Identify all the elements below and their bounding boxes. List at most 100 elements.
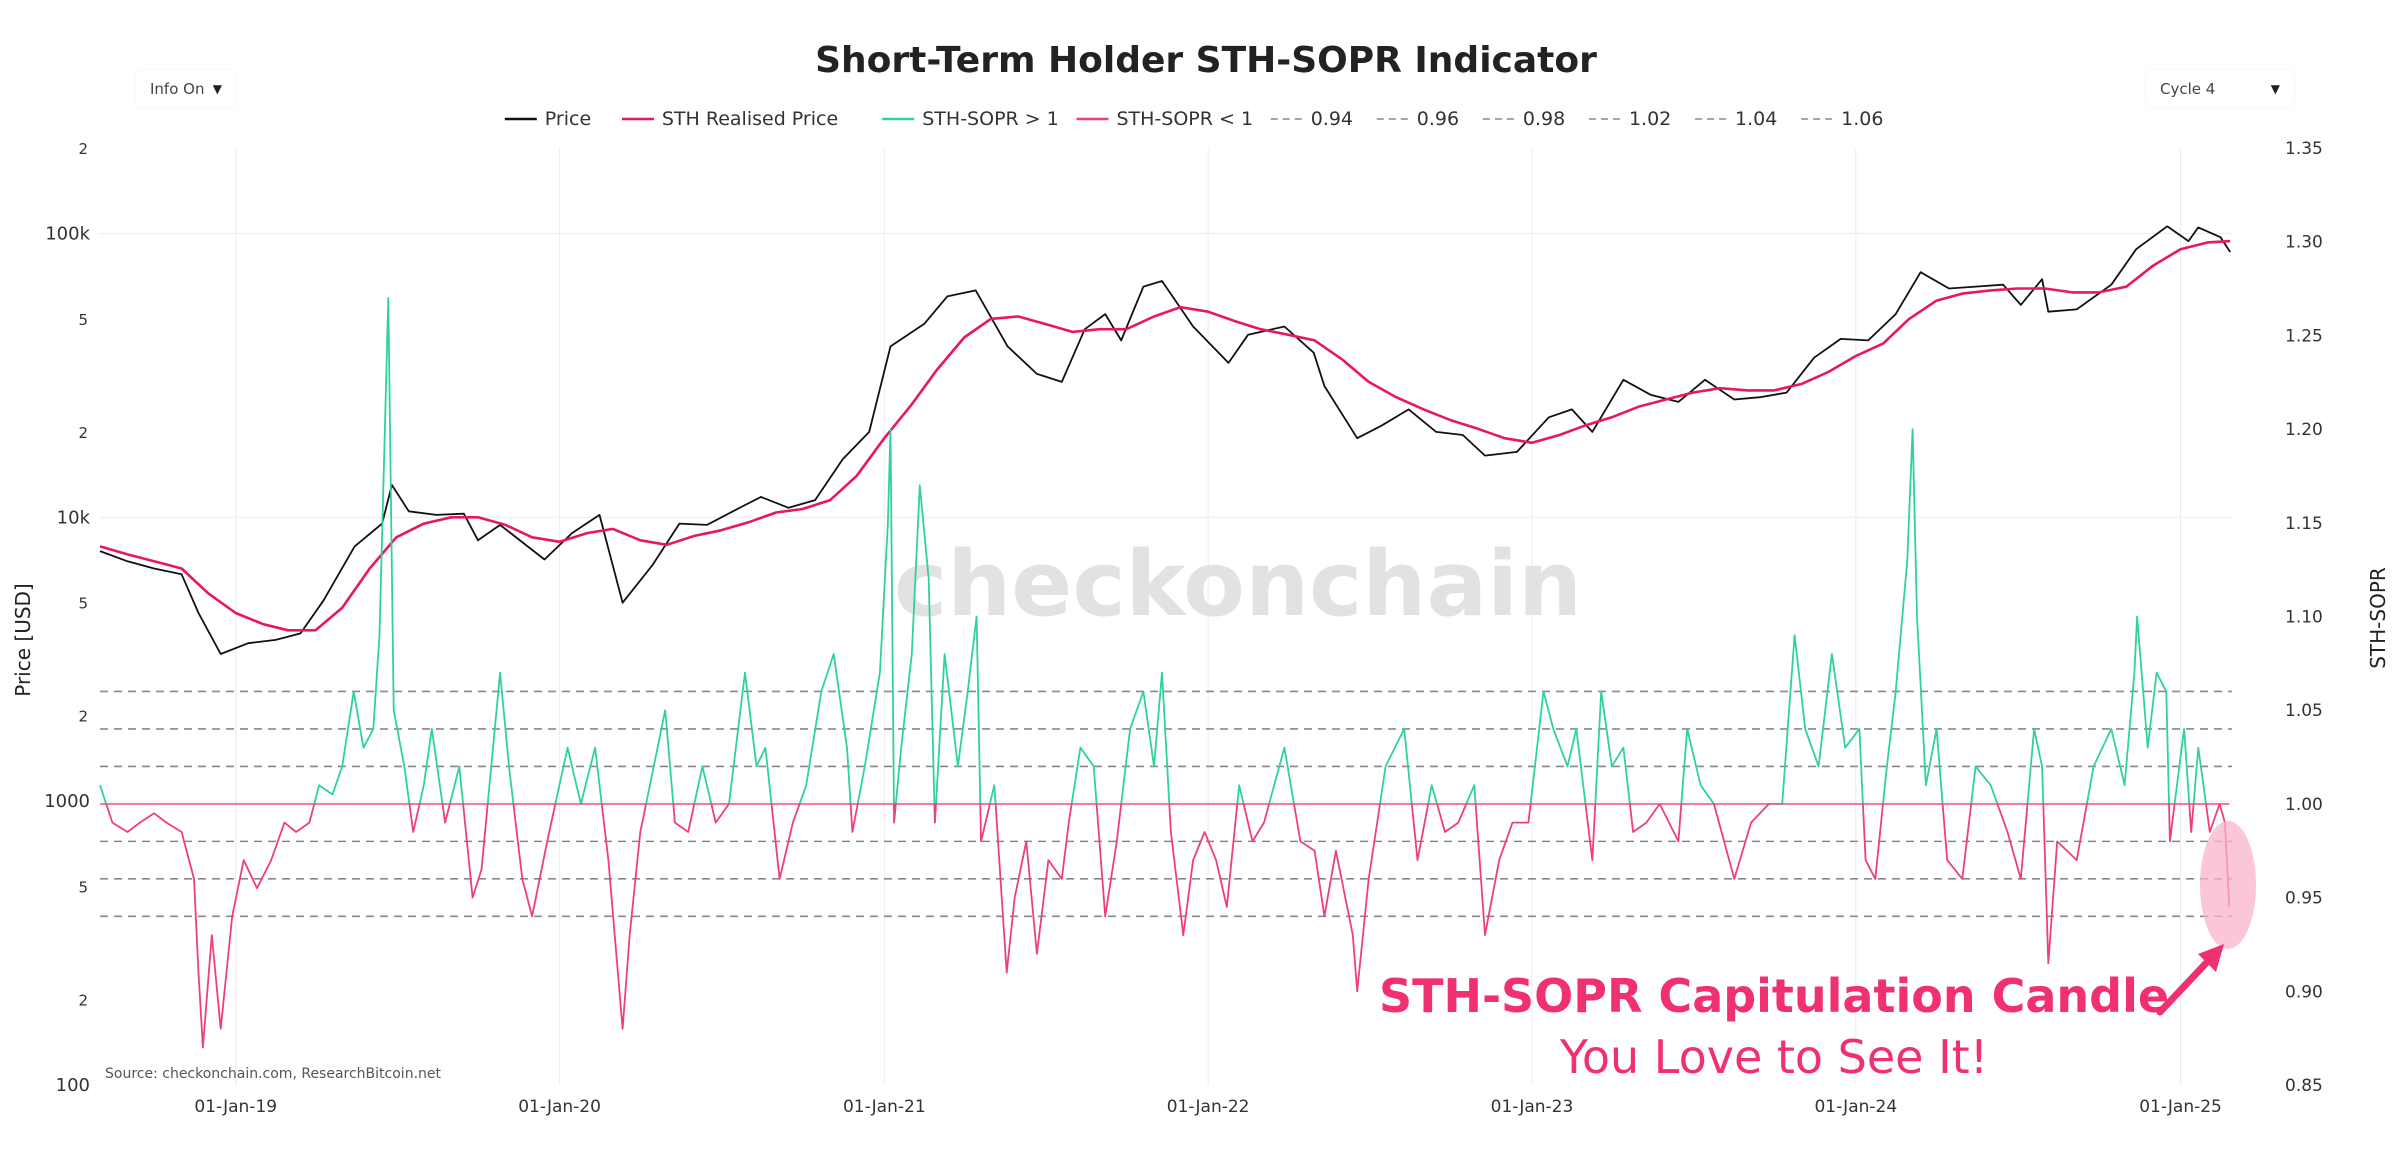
y-left-tick-label: 100	[56, 1075, 90, 1096]
legend-label: 1.06	[1841, 108, 1883, 130]
sth-sopr-below-line	[1293, 803, 1381, 993]
sth-sopr-above-line	[1120, 671, 1171, 805]
sth-sopr-below-line	[1168, 803, 1239, 936]
sth-sopr-below-line	[1941, 803, 1973, 880]
sth-sopr-below-line	[2188, 803, 2195, 833]
left-axis-title: Price [USD]	[11, 583, 35, 697]
series-lines	[99, 225, 2231, 1049]
sth-sopr-above-line	[486, 671, 515, 805]
sth-sopr-above-line	[1379, 728, 1413, 805]
sth-sopr-below-line	[1862, 803, 1884, 880]
sth-sopr-below-line	[2042, 803, 2088, 965]
sth-sopr-below-line	[849, 803, 859, 833]
y-left-tick-label: 10k	[57, 507, 91, 528]
legend-item: 1.02	[1588, 108, 1671, 130]
legend-item: 0.96	[1376, 108, 1459, 130]
y-right-tick-label: 1.20	[2285, 420, 2323, 440]
y-right-tick-label: 1.35	[2285, 139, 2323, 159]
sth-sopr-below-line	[600, 803, 647, 1030]
legend-item: STH-SOPR > 1	[882, 108, 1059, 130]
sth-sopr-above-line	[1427, 784, 1438, 805]
sth-sopr-above-line	[856, 428, 895, 805]
annotation: STH-SOPR Capitulation Candle You Love to…	[1379, 821, 2256, 1084]
sth-sopr-above-line	[313, 296, 411, 805]
sth-sopr-above-line	[1768, 634, 1864, 805]
sth-sopr-above-line	[1070, 746, 1098, 805]
callout-arrow-icon	[2156, 956, 2213, 1016]
x-tick-label: 01-Jan-21	[843, 1097, 926, 1117]
sth-sopr-above-line	[1465, 784, 1477, 805]
sth-sopr-below-line	[2168, 803, 2176, 843]
y-right-tick-label: 0.95	[2285, 889, 2323, 909]
grid-lines	[100, 148, 2232, 1085]
sth-sopr-above-line	[449, 765, 464, 805]
legend-label: 1.02	[1629, 108, 1671, 130]
legend-label: 0.94	[1311, 108, 1353, 130]
y-right-tick-label: 1.30	[2285, 233, 2323, 253]
cycle-select-label: Cycle 4	[2160, 80, 2216, 98]
sth-sopr-below-line	[1629, 803, 1661, 833]
info-toggle-label: Info On	[150, 80, 205, 98]
y-left-tick-label: 5	[78, 595, 88, 613]
sth-sopr-below-line	[105, 803, 316, 1049]
x-tick-label: 01-Jan-25	[2139, 1097, 2222, 1117]
y-left-tick-label: 2	[78, 140, 88, 158]
caret-down-icon: ▼	[212, 82, 222, 96]
sth-sopr-below-line	[1584, 803, 1597, 861]
sth-sopr-below-line	[770, 803, 801, 880]
sth-sopr-below-line	[1713, 803, 1770, 880]
sth-sopr-below-line	[1095, 803, 1123, 918]
caret-down-icon: ▼	[2270, 82, 2280, 96]
cycle-select-dropdown[interactable]: Cycle 4 ▼	[2146, 70, 2294, 108]
legend-item: STH Realised Price	[621, 108, 838, 130]
sth-sopr-below-line	[512, 803, 557, 918]
legend-item: 1.06	[1801, 108, 1883, 130]
axes: 100 2 5 1000 2 5 10k 2 5 100k 2 0.85 0.90 0.95 1.00 1.0…	[44, 139, 2323, 1117]
y-right-tick-label: 1.25	[2285, 326, 2323, 346]
annotation-title: STH-SOPR Capitulation Candle	[1379, 969, 2169, 1023]
sth-sopr-below-line	[2205, 803, 2221, 833]
y-left-tick-label: 100k	[45, 223, 90, 244]
x-tick-label: 01-Jan-24	[1814, 1097, 1897, 1117]
y-right-tick-label: 1.10	[2285, 608, 2323, 628]
legend-label: Price	[545, 108, 591, 130]
y-left-tick-label: 2	[78, 992, 88, 1010]
sth-sopr-below-line	[710, 803, 730, 824]
x-tick-label: 01-Jan-20	[518, 1097, 601, 1117]
sth-sopr-below-line	[893, 803, 897, 824]
sth-realised-price-line	[99, 239, 2231, 632]
legend-item: 1.04	[1695, 108, 1777, 130]
sth-sopr-above-line	[935, 615, 982, 804]
legend-item: STH-SOPR < 1	[1076, 108, 1253, 130]
y-left-tick-label: 5	[78, 311, 88, 329]
y-right-tick-label: 1.15	[2285, 514, 2323, 534]
sth-sopr-below-line	[1658, 803, 1683, 843]
annotation-subtitle: You Love to See It!	[1559, 1030, 1988, 1084]
right-axis-title: STH-SOPR	[2366, 567, 2390, 669]
sth-sopr-above-line	[798, 653, 852, 805]
info-toggle-dropdown[interactable]: Info On ▼	[136, 70, 236, 108]
sth-sopr-below-line	[672, 803, 696, 833]
legend-item: 0.98	[1482, 108, 1565, 130]
sth-sopr-above-line	[418, 728, 444, 805]
y-right-tick-label: 0.85	[2285, 1076, 2323, 1096]
y-left-tick-label: 1000	[44, 791, 90, 812]
sth-sopr-above-line	[99, 784, 108, 805]
sth-sopr-above-line	[1594, 690, 1631, 805]
sth-sopr-below-line	[994, 803, 1073, 974]
legend-label: STH-SOPR < 1	[1116, 108, 1253, 130]
sth-sopr-above-line	[1970, 765, 1999, 805]
sth-sopr-above-line	[1882, 428, 1944, 804]
x-tick-label: 01-Jan-19	[194, 1097, 277, 1117]
legend-label: STH-SOPR > 1	[922, 108, 1059, 130]
sth-sopr-above-line	[645, 709, 675, 805]
legend-label: STH Realised Price	[662, 108, 838, 130]
sth-sopr-above-line	[728, 671, 773, 805]
legend: Price STH Realised Price STH-SOPR > 1 STH-S…	[504, 108, 1883, 130]
sth-sopr-above-line	[554, 746, 603, 805]
sth-sopr-above-line	[989, 784, 997, 805]
y-right-tick-label: 0.90	[2285, 982, 2323, 1002]
y-left-tick-label: 5	[78, 879, 88, 897]
legend-label: 0.98	[1523, 108, 1565, 130]
x-tick-label: 01-Jan-22	[1167, 1097, 1250, 1117]
